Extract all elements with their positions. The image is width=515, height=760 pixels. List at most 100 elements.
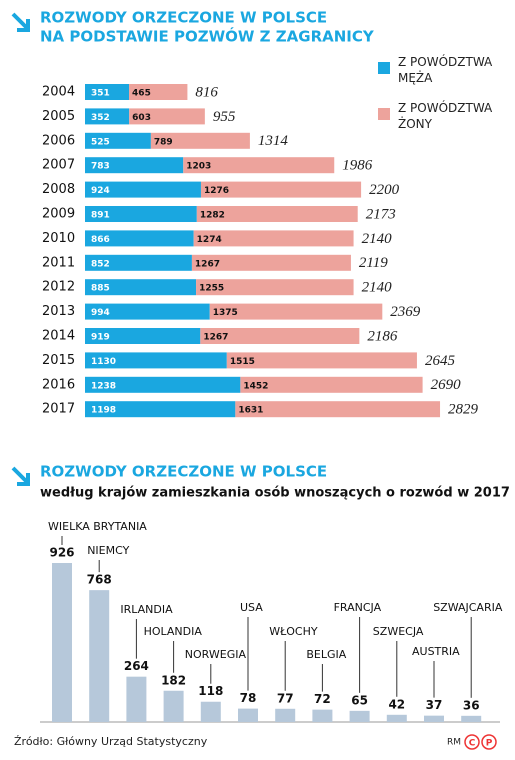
value-label: 919 — [91, 333, 110, 343]
source: Źródło: Główny Urząd Statystyczny — [14, 735, 208, 748]
value-label: 37 — [426, 698, 443, 712]
logo-circle — [481, 734, 497, 750]
total-label: 1314 — [258, 133, 289, 149]
value-label: 1267 — [195, 259, 220, 269]
value-label: 1274 — [197, 235, 222, 245]
x-tick-label: BELGIA — [306, 648, 346, 661]
y-tick-label: 2007 — [42, 158, 75, 173]
bar-segment — [183, 157, 335, 174]
value-label: 465 — [132, 89, 151, 99]
chart-title: NA PODSTAWIE POZWÓW Z ZAGRANICY — [40, 27, 375, 46]
value-label: 1631 — [238, 406, 263, 416]
x-tick-label: HOLANDIA — [144, 625, 203, 638]
y-tick-label: 2013 — [42, 304, 75, 319]
x-tick-label: IRLANDIA — [120, 603, 173, 616]
value-label: 603 — [132, 113, 151, 123]
bar — [89, 590, 110, 722]
value-label: 1130 — [91, 357, 116, 367]
legend-swatch — [378, 62, 390, 74]
bar — [200, 701, 221, 722]
bar — [238, 708, 258, 722]
bar-segment — [226, 352, 417, 369]
credit: RM — [447, 738, 461, 748]
bar — [386, 714, 407, 722]
total-label: 2140 — [362, 280, 393, 296]
value-label: 78 — [240, 691, 257, 705]
value-label: 1375 — [213, 308, 238, 318]
logo-letter: C — [469, 739, 476, 749]
value-label: 118 — [198, 684, 223, 698]
bar — [461, 715, 482, 722]
bar-segment — [200, 328, 360, 344]
bar-segment — [240, 376, 423, 393]
bar-segment — [196, 206, 358, 222]
y-tick-label: 2016 — [42, 377, 75, 392]
logo-letter: P — [486, 739, 493, 749]
total-label: 2173 — [366, 206, 396, 222]
bar-segment — [129, 84, 188, 100]
value-label: 352 — [91, 113, 110, 123]
bar-segment — [85, 401, 236, 418]
arrow-icon — [11, 466, 30, 486]
value-label: 852 — [91, 259, 110, 269]
value-label: 1452 — [243, 381, 268, 391]
total-label: 2369 — [390, 304, 421, 320]
y-tick-label: 2012 — [42, 280, 75, 295]
value-label: 182 — [161, 673, 186, 687]
total-label: 2140 — [362, 231, 393, 247]
bar-segment — [85, 132, 151, 149]
value-label: 994 — [91, 308, 110, 318]
total-label: 2200 — [369, 182, 400, 198]
value-label: 1203 — [186, 162, 211, 172]
bar-segment — [209, 303, 383, 320]
bar — [424, 715, 444, 722]
bar-segment — [85, 181, 201, 198]
bar-segment — [85, 84, 130, 100]
bar-segment — [85, 108, 130, 125]
y-tick-label: 2009 — [42, 207, 75, 222]
value-label: 1255 — [199, 284, 224, 294]
x-tick-label: SZWAJCARIA — [433, 601, 503, 614]
x-tick-label: WŁOCHY — [269, 625, 318, 638]
bar-segment — [85, 157, 184, 174]
bar-segment — [85, 254, 192, 271]
logo-circle — [464, 734, 480, 750]
value-label: 789 — [154, 137, 173, 147]
arrow-icon — [11, 12, 30, 32]
bar-segment — [191, 254, 351, 271]
total-label: 816 — [195, 84, 218, 100]
x-tick-label: WIELKA BRYTANIA — [48, 520, 147, 533]
value-label: 77 — [277, 691, 294, 705]
value-label: 42 — [388, 697, 405, 711]
total-label: 2645 — [425, 353, 456, 369]
y-tick-label: 2015 — [42, 353, 75, 368]
chart-title: ROZWODY ORZECZONE W POLSCE — [40, 463, 327, 481]
total-label: 955 — [213, 109, 236, 125]
y-tick-label: 2006 — [42, 133, 75, 148]
bar — [52, 563, 72, 722]
bar — [312, 709, 333, 722]
x-tick-label: NORWEGIA — [185, 648, 247, 661]
chart-title: ROZWODY ORZECZONE W POLSCE — [40, 9, 327, 27]
y-tick-label: 2010 — [42, 231, 75, 246]
bar-segment — [85, 328, 201, 344]
value-label: 891 — [91, 211, 110, 221]
bar — [275, 708, 296, 722]
value-label: 36 — [463, 698, 480, 712]
bar-segment — [150, 132, 250, 149]
bar-segment — [196, 279, 354, 296]
bar-segment — [85, 303, 210, 320]
value-label: 768 — [87, 573, 112, 587]
bar-segment — [85, 352, 227, 369]
value-label: 1238 — [91, 381, 116, 391]
value-label: 924 — [91, 186, 110, 196]
total-label: 2186 — [367, 328, 398, 344]
value-label: 926 — [49, 546, 74, 560]
total-label: 2829 — [448, 402, 479, 418]
bar-segment — [85, 206, 197, 222]
value-label: 1282 — [200, 211, 225, 221]
bar — [126, 676, 147, 722]
total-label: 1986 — [342, 158, 373, 174]
